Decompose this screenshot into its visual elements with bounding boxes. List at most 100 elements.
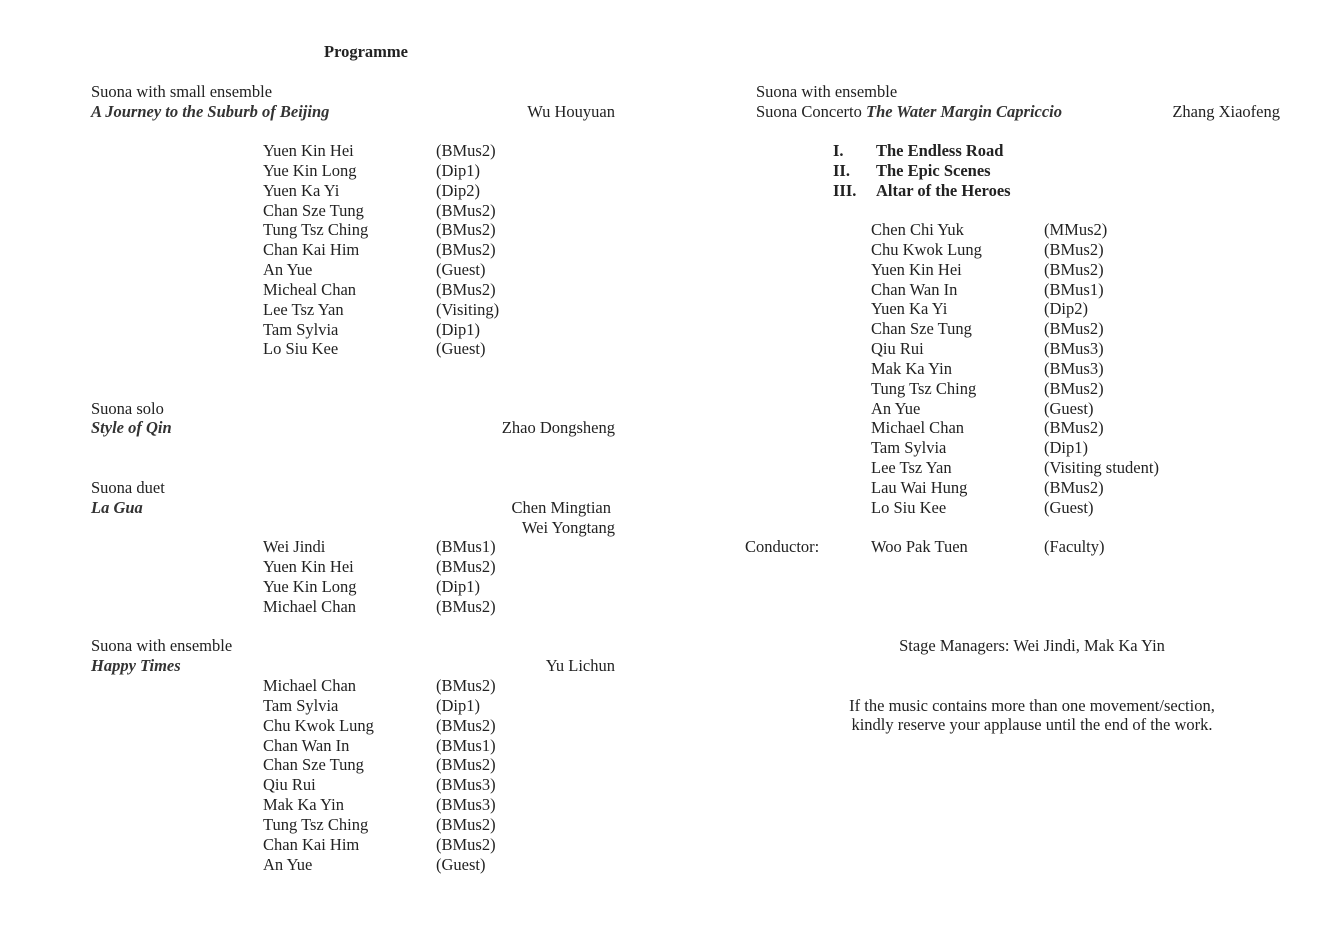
performer-programme: (BMus2): [1044, 378, 1104, 398]
performer-programme: (BMus2): [436, 240, 496, 260]
work-title: La Gua: [91, 498, 143, 517]
composer: Zhang Xiaofeng: [1172, 102, 1280, 121]
performer-programme: (BMus3): [436, 775, 496, 795]
performer-name: Chan Sze Tung: [263, 755, 364, 775]
movement-number: II.: [833, 160, 850, 180]
section-label: Suona duet: [91, 478, 165, 497]
performer-programme: (BMus1): [1044, 279, 1104, 299]
performer-programme: (BMus3): [1044, 339, 1104, 359]
performer-programme: (BMus3): [1044, 358, 1104, 378]
performer-programme: (Dip1): [436, 695, 480, 715]
performer-programme: (Guest): [436, 260, 486, 280]
performer-name: Chan Kai Him: [263, 240, 360, 260]
performer-name: Yuen Ka Yi: [263, 180, 340, 200]
movement-number: I.: [833, 141, 844, 160]
work-prefix: Suona Concerto: [756, 102, 866, 121]
performer-name: Chan Sze Tung: [871, 319, 972, 339]
movement-title: The Endless Road: [876, 141, 1004, 160]
performer-name: Lo Siu Kee: [871, 497, 947, 517]
performer-programme: (BMus1): [436, 735, 496, 755]
performer-programme: (BMus1): [436, 537, 496, 556]
performer-name: Lee Tsz Yan: [263, 299, 344, 319]
work-line: Suona Concerto The Water Margin Capricci…: [756, 102, 1062, 122]
performer-programme: (BMus2): [1044, 319, 1104, 339]
performer-programme: (Guest): [1044, 398, 1094, 418]
performer-name: Yuen Ka Yi: [871, 299, 948, 319]
composer: Chen Mingtian: [511, 498, 611, 517]
performer-name: Chan Sze Tung: [263, 200, 364, 220]
performer-name: Tung Tsz Ching: [263, 814, 369, 834]
performer-name: Chan Wan In: [263, 735, 350, 755]
performer-name: Yue Kin Long: [263, 576, 357, 596]
performer-programme: (Dip1): [436, 319, 480, 339]
performer-name: Yuen Kin Hei: [871, 259, 962, 279]
work-title: A Journey to the Suburb of Beijing: [91, 102, 330, 121]
performer-name: Lee Tsz Yan: [871, 458, 952, 478]
conductor-name: Woo Pak Tuen: [871, 537, 968, 556]
performer-programme: (Guest): [1044, 497, 1094, 517]
performer-programme: (BMus2): [436, 755, 496, 775]
performer-name: Tam Sylvia: [263, 695, 339, 715]
performer-programme: (Guest): [436, 854, 486, 874]
work-title: The Water Margin Capriccio: [865, 102, 1063, 121]
performer-name: An Yue: [263, 260, 313, 280]
performer-programme: (BMus2): [1044, 259, 1104, 279]
performer-programme: (BMus2): [436, 220, 496, 240]
performer-programme: (BMus2): [436, 556, 496, 576]
conductor-role: (Faculty): [1044, 537, 1105, 556]
performer-programme: (MMus2): [1044, 220, 1108, 239]
performer-name: Tung Tsz Ching: [263, 220, 369, 240]
performer-name: Lo Siu Kee: [263, 339, 339, 359]
performer-programme: (BMus2): [436, 834, 496, 854]
performer-name: Wei Jindi: [263, 537, 326, 556]
performer-name: Mak Ka Yin: [263, 795, 344, 815]
work-title: Happy Times: [91, 656, 181, 675]
applause-note: kindly reserve your applause until the e…: [851, 715, 1213, 734]
performer-name: Lau Wai Hung: [871, 477, 968, 497]
performer-programme: (Dip2): [436, 180, 480, 200]
movement-title: The Epic Scenes: [876, 160, 991, 180]
work-title: Style of Qin: [91, 418, 172, 437]
performer-programme: (BMus2): [1044, 239, 1104, 259]
performer-name: Qiu Rui: [263, 775, 316, 795]
performer-name: Yuen Kin Hei: [263, 556, 354, 576]
performer-name: Tam Sylvia: [263, 319, 339, 339]
section-label: Suona with small ensemble: [91, 82, 273, 101]
performer-programme: (Visiting): [436, 299, 500, 319]
performer-programme: (Visiting student): [1044, 458, 1159, 478]
performer-name: Mak Ka Yin: [871, 358, 952, 378]
movement-title: Altar of the Heroes: [876, 180, 1011, 200]
page-title: Programme: [324, 42, 408, 61]
performer-name: Michael Chan: [871, 418, 965, 438]
performer-programme: (Dip2): [1044, 299, 1088, 319]
performer-programme: (BMus2): [436, 814, 496, 834]
performer-programme: (BMus2): [436, 596, 496, 616]
performer-programme: (BMus2): [436, 676, 496, 695]
performer-programme: (BMus2): [436, 279, 496, 299]
conductor-label: Conductor:: [745, 537, 820, 556]
performer-name: An Yue: [871, 398, 921, 418]
performer-name: Chan Wan In: [871, 279, 958, 299]
section-label: Suona solo: [91, 399, 164, 418]
composer: Yu Lichun: [545, 656, 615, 675]
section-label: Suona with ensemble: [91, 636, 233, 655]
performer-programme: (Dip1): [436, 160, 480, 180]
performer-programme: (BMus2): [436, 141, 496, 160]
stage-managers: Stage Managers: Wei Jindi, Mak Ka Yin: [899, 636, 1165, 655]
performer-name: Tam Sylvia: [871, 438, 947, 458]
performer-name: Yuen Kin Hei: [263, 141, 354, 160]
performer-name: Chen Chi Yuk: [871, 220, 964, 239]
performer-name: Michael Chan: [263, 676, 357, 695]
performer-name: Yue Kin Long: [263, 160, 357, 180]
performer-programme: (Dip1): [1044, 438, 1088, 458]
performer-programme: (Guest): [436, 339, 486, 359]
performer-name: Chu Kwok Lung: [263, 715, 374, 735]
applause-note: If the music contains more than one move…: [849, 696, 1215, 715]
performer-programme: (BMus2): [436, 715, 496, 735]
performer-programme: (BMus2): [1044, 418, 1104, 438]
performer-name: Micheal Chan: [263, 279, 357, 299]
performer-name: Qiu Rui: [871, 339, 924, 359]
composer: Wei Yongtang: [521, 518, 615, 537]
movement-number: III.: [833, 180, 857, 200]
performer-name: Chu Kwok Lung: [871, 239, 982, 259]
